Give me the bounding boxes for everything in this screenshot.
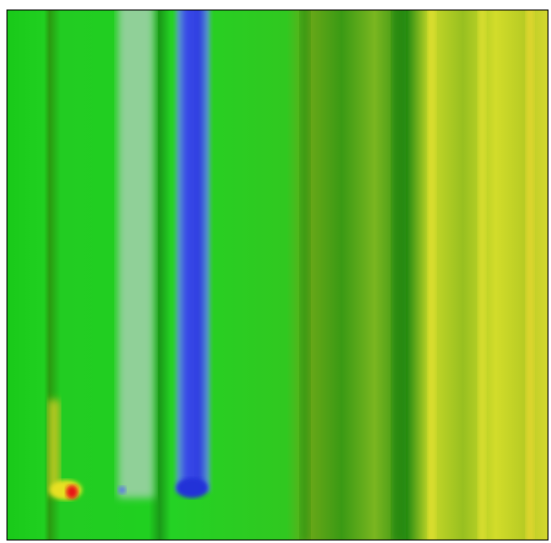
yellow-streak	[428, 10, 436, 540]
yellow-streak	[48, 400, 60, 495]
yellow-streak	[478, 10, 486, 540]
dark-streak	[392, 10, 406, 540]
pale-stripe	[118, 10, 154, 498]
dark-streak	[300, 10, 310, 540]
pale-dot	[118, 486, 126, 494]
blue-stripe	[176, 10, 210, 492]
frame-border	[6, 9, 549, 541]
yellow-streak	[526, 10, 534, 540]
red-spot	[66, 485, 78, 499]
blue-blob	[176, 478, 208, 498]
